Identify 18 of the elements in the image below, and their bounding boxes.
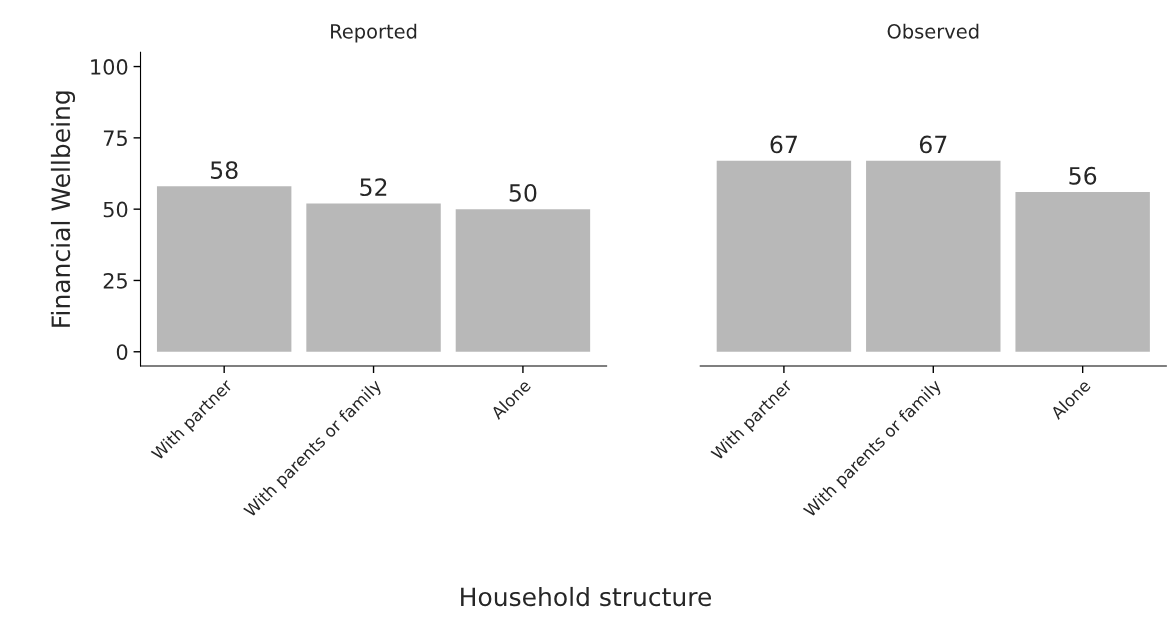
y-axis-title: Financial Wellbeing	[50, 91, 76, 327]
y-tick-label: 0	[116, 344, 128, 360]
chart-title: Observed	[887, 23, 979, 39]
data-label: 67	[919, 135, 947, 154]
chart-title: Reported	[331, 23, 417, 43]
bar	[306, 203, 441, 352]
y-tick-label: 100	[91, 59, 128, 75]
data-label: 58	[210, 161, 238, 179]
y-tick-label: 25	[103, 272, 127, 289]
data-label: 67	[770, 135, 797, 154]
bar	[455, 209, 591, 352]
data-label: 52	[360, 178, 387, 197]
y-tick-label: 50	[103, 201, 128, 218]
x-axis-title: Household structure	[461, 586, 712, 607]
data-label: 56	[1069, 166, 1097, 185]
bar	[156, 186, 292, 352]
data-label: 50	[509, 183, 537, 202]
y-tick-label: 75	[103, 130, 127, 147]
